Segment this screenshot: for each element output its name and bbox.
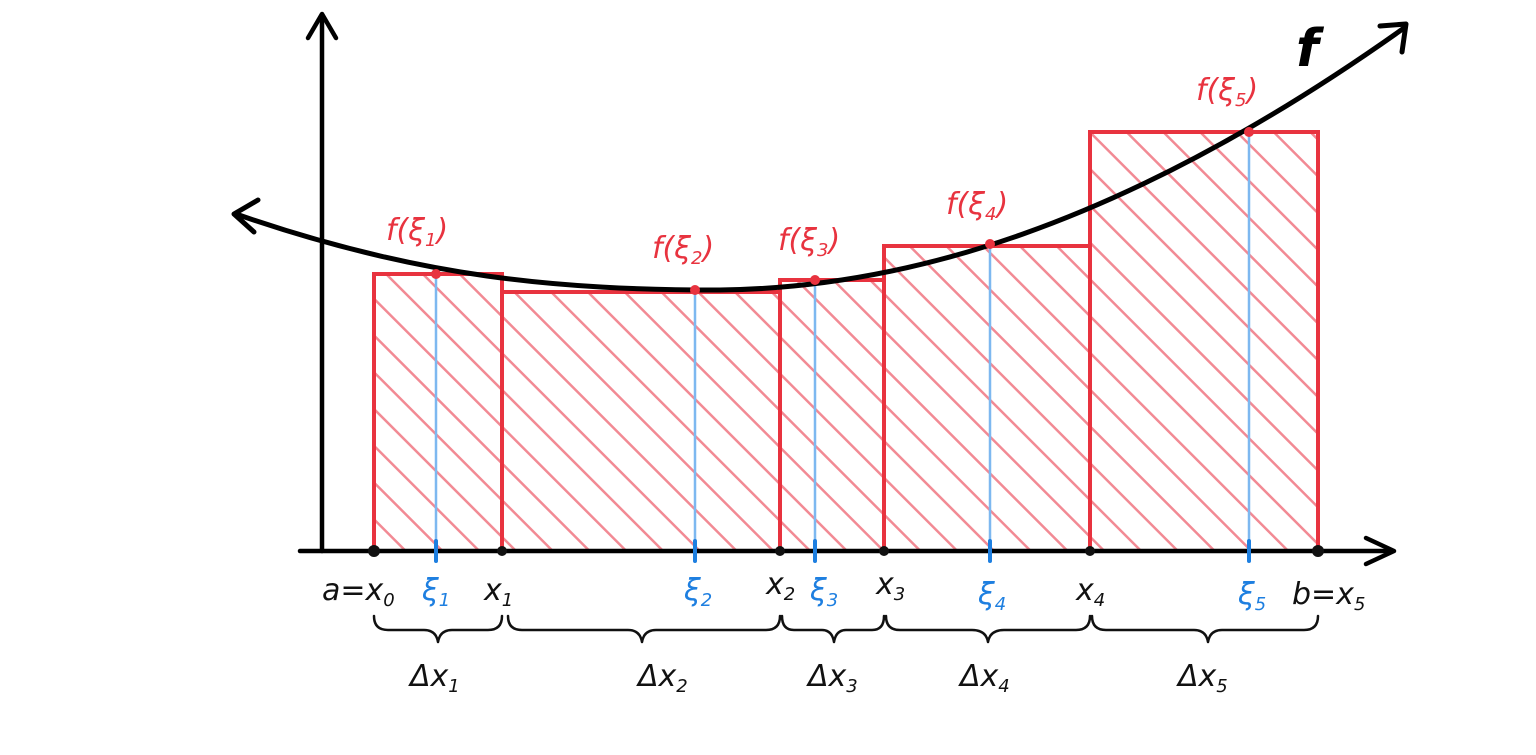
partition-label-4: x4 bbox=[1075, 573, 1105, 611]
partition-dot-3 bbox=[879, 546, 889, 556]
partition-dots bbox=[368, 545, 1324, 557]
sample-lines bbox=[434, 132, 1251, 551]
interval-braces bbox=[372, 614, 1320, 644]
width-label-1: Δx1 bbox=[408, 659, 460, 697]
width-label-2: Δx2 bbox=[636, 659, 688, 697]
curve-point-2 bbox=[690, 285, 700, 295]
value-label-3: f(ξ3) bbox=[778, 223, 840, 261]
partition-dot-4 bbox=[1085, 546, 1095, 556]
partition-dot-1 bbox=[497, 546, 507, 556]
rectangle-1 bbox=[372, 272, 504, 553]
sample-labels: ξ1 ξ2 ξ3 ξ4 ξ5 bbox=[421, 573, 1266, 615]
brace-3 bbox=[780, 614, 886, 644]
width-label-3: Δx3 bbox=[806, 659, 858, 697]
partition-dot-0 bbox=[368, 545, 380, 557]
brace-5 bbox=[1090, 614, 1320, 644]
partition-dot-2 bbox=[775, 546, 785, 556]
partition-dot-5 bbox=[1312, 545, 1324, 557]
x-axis-arrow bbox=[1363, 535, 1397, 567]
rectangle-5 bbox=[1088, 130, 1320, 553]
sample-ticks bbox=[434, 539, 1251, 563]
curve-point-4 bbox=[985, 239, 995, 249]
sample-label-2: ξ2 bbox=[683, 573, 712, 611]
width-labels: Δx1 Δx2 Δx3 Δx4 Δx5 bbox=[408, 659, 1228, 697]
partition-label-5: b=x5 bbox=[1292, 577, 1365, 615]
curve-point-3 bbox=[810, 275, 820, 285]
brace-4 bbox=[884, 614, 1092, 644]
value-label-5: f(ξ5) bbox=[1196, 73, 1258, 111]
brace-1 bbox=[372, 614, 504, 644]
curve-point-5 bbox=[1244, 127, 1254, 137]
sample-label-1: ξ1 bbox=[421, 573, 450, 611]
value-label-2: f(ξ2) bbox=[652, 231, 714, 269]
partition-label-1: x1 bbox=[483, 573, 513, 611]
width-label-4: Δx4 bbox=[958, 659, 1010, 697]
curve-left-arrow bbox=[231, 197, 261, 235]
partition-labels: a=x0 x1 x2 x3 x4 b=x5 bbox=[322, 567, 1365, 615]
riemann-rectangles bbox=[372, 130, 1320, 553]
sample-label-3: ξ3 bbox=[809, 573, 838, 611]
curve-path bbox=[233, 25, 1407, 293]
sample-label-4: ξ4 bbox=[977, 577, 1006, 615]
width-label-5: Δx5 bbox=[1176, 659, 1228, 697]
value-label-1: f(ξ1) bbox=[386, 213, 448, 251]
sample-label-5: ξ5 bbox=[1237, 577, 1266, 615]
rectangle-2 bbox=[500, 290, 782, 553]
curve-points bbox=[431, 127, 1254, 295]
rectangle-3 bbox=[778, 278, 886, 553]
partition-label-3: x3 bbox=[875, 567, 905, 605]
axes bbox=[297, 11, 1397, 567]
y-axis-arrow bbox=[305, 11, 339, 41]
brace-2 bbox=[506, 614, 782, 644]
partition-label-2: x2 bbox=[765, 567, 795, 605]
partition-label-0: a=x0 bbox=[322, 573, 395, 611]
curve-f bbox=[231, 21, 1409, 293]
curve-label: f bbox=[1296, 19, 1325, 79]
value-labels: f(ξ1) f(ξ2) f(ξ3) f(ξ4) f(ξ5) bbox=[386, 73, 1258, 269]
value-label-4: f(ξ4) bbox=[946, 187, 1008, 225]
rectangle-4 bbox=[882, 244, 1092, 553]
curve-right-arrow bbox=[1377, 21, 1409, 55]
curve-point-1 bbox=[431, 269, 441, 279]
